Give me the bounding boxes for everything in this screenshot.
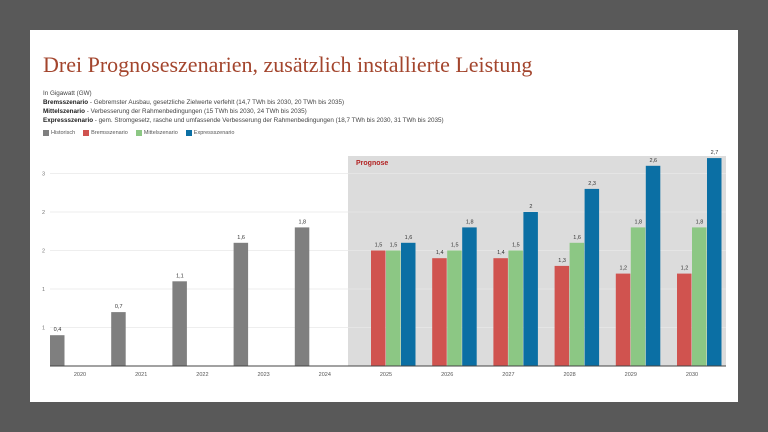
- bar-mittelszenario-2028: [569, 242, 585, 366]
- data-label: 1,5: [375, 243, 383, 249]
- description-name: Bremsszenario: [43, 99, 89, 106]
- legend-item-expressszenario[interactable]: Expressszenario: [185, 130, 235, 136]
- data-label: 1,8: [298, 219, 306, 225]
- x-tick-label: 2024: [319, 372, 331, 378]
- bar-bremsszenario-2027: [493, 258, 508, 366]
- data-label: 1,2: [681, 266, 689, 272]
- bar-bremsszenario-2030: [677, 273, 692, 366]
- x-tick-label: 2021: [135, 372, 147, 378]
- legend-item-bremsszenario[interactable]: Bremsszenario: [83, 130, 128, 136]
- x-tick-label: 2029: [625, 372, 637, 378]
- data-label: 1,8: [466, 219, 474, 225]
- legend-label: Bremsszenario: [91, 130, 128, 136]
- bar-bremsszenario-2025: [371, 250, 386, 366]
- data-label: 0,7: [115, 304, 123, 310]
- description-text: - gem. Stromgesetz, rasche und umfassend…: [93, 117, 444, 124]
- data-label: 2,6: [649, 158, 657, 164]
- data-label: 0,4: [54, 327, 62, 333]
- bar-historisch-2023: [233, 242, 249, 366]
- legend-label: Mittelszenario: [143, 130, 178, 136]
- bar-bremsszenario-2026: [432, 258, 447, 366]
- data-label: 1,5: [390, 243, 398, 249]
- data-label: 1,5: [512, 243, 520, 249]
- bar-expressszenario-2026: [462, 227, 477, 366]
- bar-expressszenario-2028: [584, 188, 600, 366]
- bar-historisch-2022: [172, 281, 187, 366]
- x-tick-label: 2027: [502, 372, 514, 378]
- bar-mittelszenario-2026: [447, 250, 462, 366]
- bar-historisch-2021: [111, 312, 126, 366]
- bar-expressszenario-2030: [707, 158, 722, 366]
- legend-label: Expressszenario: [193, 130, 235, 136]
- legend-swatch: [135, 130, 142, 136]
- x-tick-label: 2030: [686, 372, 698, 378]
- x-tick-label: 2025: [380, 372, 392, 378]
- description-mittel: Mittelszenario - Verbesserung der Rahmen…: [43, 108, 307, 115]
- data-label: 1,6: [405, 235, 413, 241]
- description-text: - Verbesserung der Rahmenbedingungen (15…: [85, 108, 307, 115]
- description-brems: Bremsszenario - Gebremster Ausbau, geset…: [43, 99, 344, 106]
- x-tick-label: 2020: [74, 372, 86, 378]
- legend-swatch: [43, 130, 49, 136]
- data-label: 1,8: [634, 219, 642, 225]
- legend-item-mittelszenario[interactable]: Mittelszenario: [135, 130, 178, 136]
- y-tick-label: 2: [42, 210, 45, 216]
- x-tick-label: 2022: [196, 372, 208, 378]
- legend-swatch: [185, 130, 192, 136]
- bar-historisch-2020: [50, 335, 65, 366]
- description-text: - Gebremster Ausbau, gesetzliche Zielwer…: [88, 99, 345, 106]
- data-label: 1,5: [451, 243, 459, 249]
- description-name: Mittelszenario: [43, 108, 85, 115]
- forecast-label: Prognose: [356, 160, 388, 167]
- bar-mittelszenario-2025: [386, 250, 401, 366]
- legend-label: Historisch: [51, 130, 76, 136]
- data-label: 1,8: [696, 219, 704, 225]
- y-tick-label: 2: [42, 249, 45, 255]
- data-label: 2,7: [711, 150, 719, 156]
- description-express: Expressszenario - gem. Stromgesetz, rasc…: [43, 117, 444, 124]
- x-tick-label: 2028: [563, 372, 575, 378]
- bar-bremsszenario-2029: [615, 273, 631, 366]
- data-label: 1,6: [237, 235, 245, 241]
- data-label: 1,3: [558, 258, 566, 264]
- chart-title: Drei Prognoseszenarien, zusätzlich insta…: [43, 52, 533, 77]
- bar-expressszenario-2029: [645, 165, 661, 366]
- data-label: 1,2: [619, 266, 627, 272]
- data-label: 1,1: [176, 273, 184, 279]
- bar-mittelszenario-2027: [508, 250, 523, 366]
- data-label: 1,6: [573, 235, 581, 241]
- bar-historisch-2024: [294, 227, 310, 366]
- description-name: Expressszenario: [43, 117, 94, 124]
- unit-note: In Gigawatt (GW): [43, 90, 92, 97]
- x-tick-label: 2023: [257, 372, 269, 378]
- x-tick-label: 2026: [441, 372, 453, 378]
- bar-expressszenario-2027: [523, 212, 538, 366]
- bar-expressszenario-2025: [401, 242, 416, 366]
- legend-item-historisch[interactable]: Historisch: [43, 130, 75, 136]
- y-tick-label: 1: [42, 287, 45, 293]
- data-label: 2,3: [588, 181, 596, 187]
- legend-swatch: [83, 130, 90, 136]
- data-label: 2: [529, 204, 532, 210]
- y-tick-label: 3: [42, 172, 45, 178]
- bar-mittelszenario-2029: [630, 227, 646, 366]
- bar-mittelszenario-2030: [692, 227, 707, 366]
- y-tick-label: 1: [42, 326, 45, 332]
- legend: Historisch Bremsszenario Mittelszenario …: [43, 130, 234, 136]
- bar-bremsszenario-2028: [554, 265, 570, 366]
- data-label: 1,4: [497, 250, 505, 256]
- data-label: 1,4: [436, 250, 444, 256]
